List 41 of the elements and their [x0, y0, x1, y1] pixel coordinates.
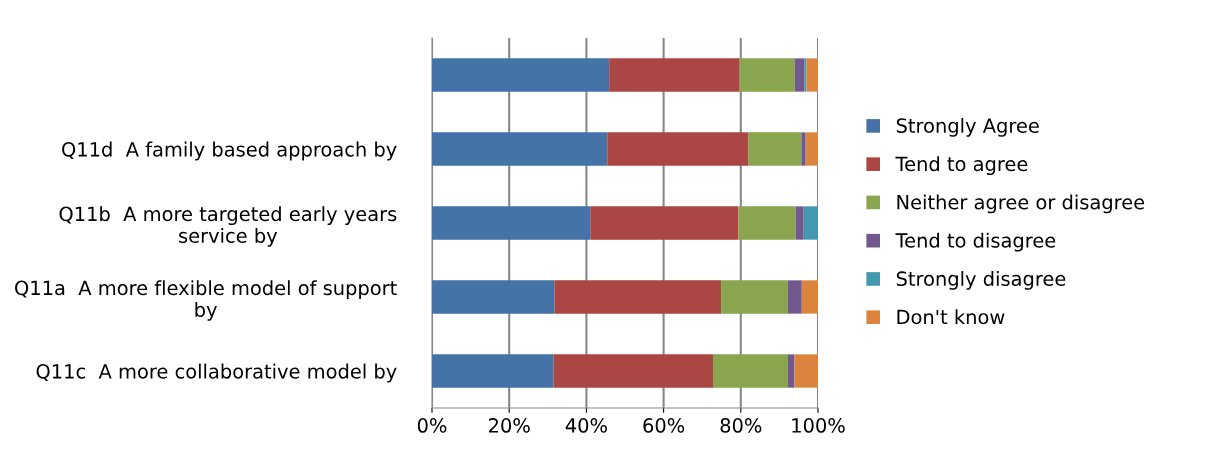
- x-tick-label: 40%: [565, 418, 607, 433]
- y-tick-label: Q11a A more flexible model of support by: [15, 280, 397, 321]
- bar: [554, 280, 722, 314]
- bar: [721, 280, 788, 314]
- bar: [553, 354, 714, 388]
- legend-label: Tend to agree: [895, 156, 1028, 176]
- bar: [801, 280, 818, 314]
- x-tick-label: 0%: [417, 418, 447, 433]
- bar: [801, 132, 806, 166]
- bar: [609, 58, 740, 92]
- bar: [794, 354, 818, 388]
- bar: [738, 206, 796, 240]
- bar: [432, 206, 591, 240]
- legend-label: Strongly disagree: [896, 270, 1066, 290]
- x-tick-label: 60%: [643, 418, 685, 433]
- legend-label: Tend to disagree: [895, 232, 1056, 252]
- bar: [432, 280, 555, 314]
- bar: [795, 206, 804, 240]
- bar: [432, 58, 610, 92]
- legend-label: Neither agree or disagree: [897, 194, 1145, 214]
- bar: [794, 58, 805, 92]
- bar: [590, 206, 739, 240]
- bar: [806, 58, 818, 92]
- bar: [748, 132, 802, 166]
- bar: [607, 132, 749, 166]
- bar: [432, 132, 608, 166]
- bar: [432, 354, 554, 388]
- bar: [787, 280, 802, 314]
- x-tick-label: 100%: [792, 418, 845, 433]
- x-tick-label: 20%: [489, 418, 530, 433]
- y-tick-label: Q11b A more targeted early years service by: [59, 206, 397, 247]
- bar: [713, 354, 788, 388]
- bar: [805, 132, 818, 166]
- legend-label: Don't know: [897, 309, 1005, 325]
- bar: [787, 354, 795, 388]
- y-tick-label: Q11c A more collaborative model by: [36, 363, 397, 383]
- bar: [803, 206, 818, 240]
- x-tick-label: 80%: [720, 418, 762, 433]
- bar: [739, 58, 795, 92]
- y-tick-label: Q11d A family based approach by: [62, 141, 397, 161]
- legend-label: Strongly Agree: [896, 117, 1039, 137]
